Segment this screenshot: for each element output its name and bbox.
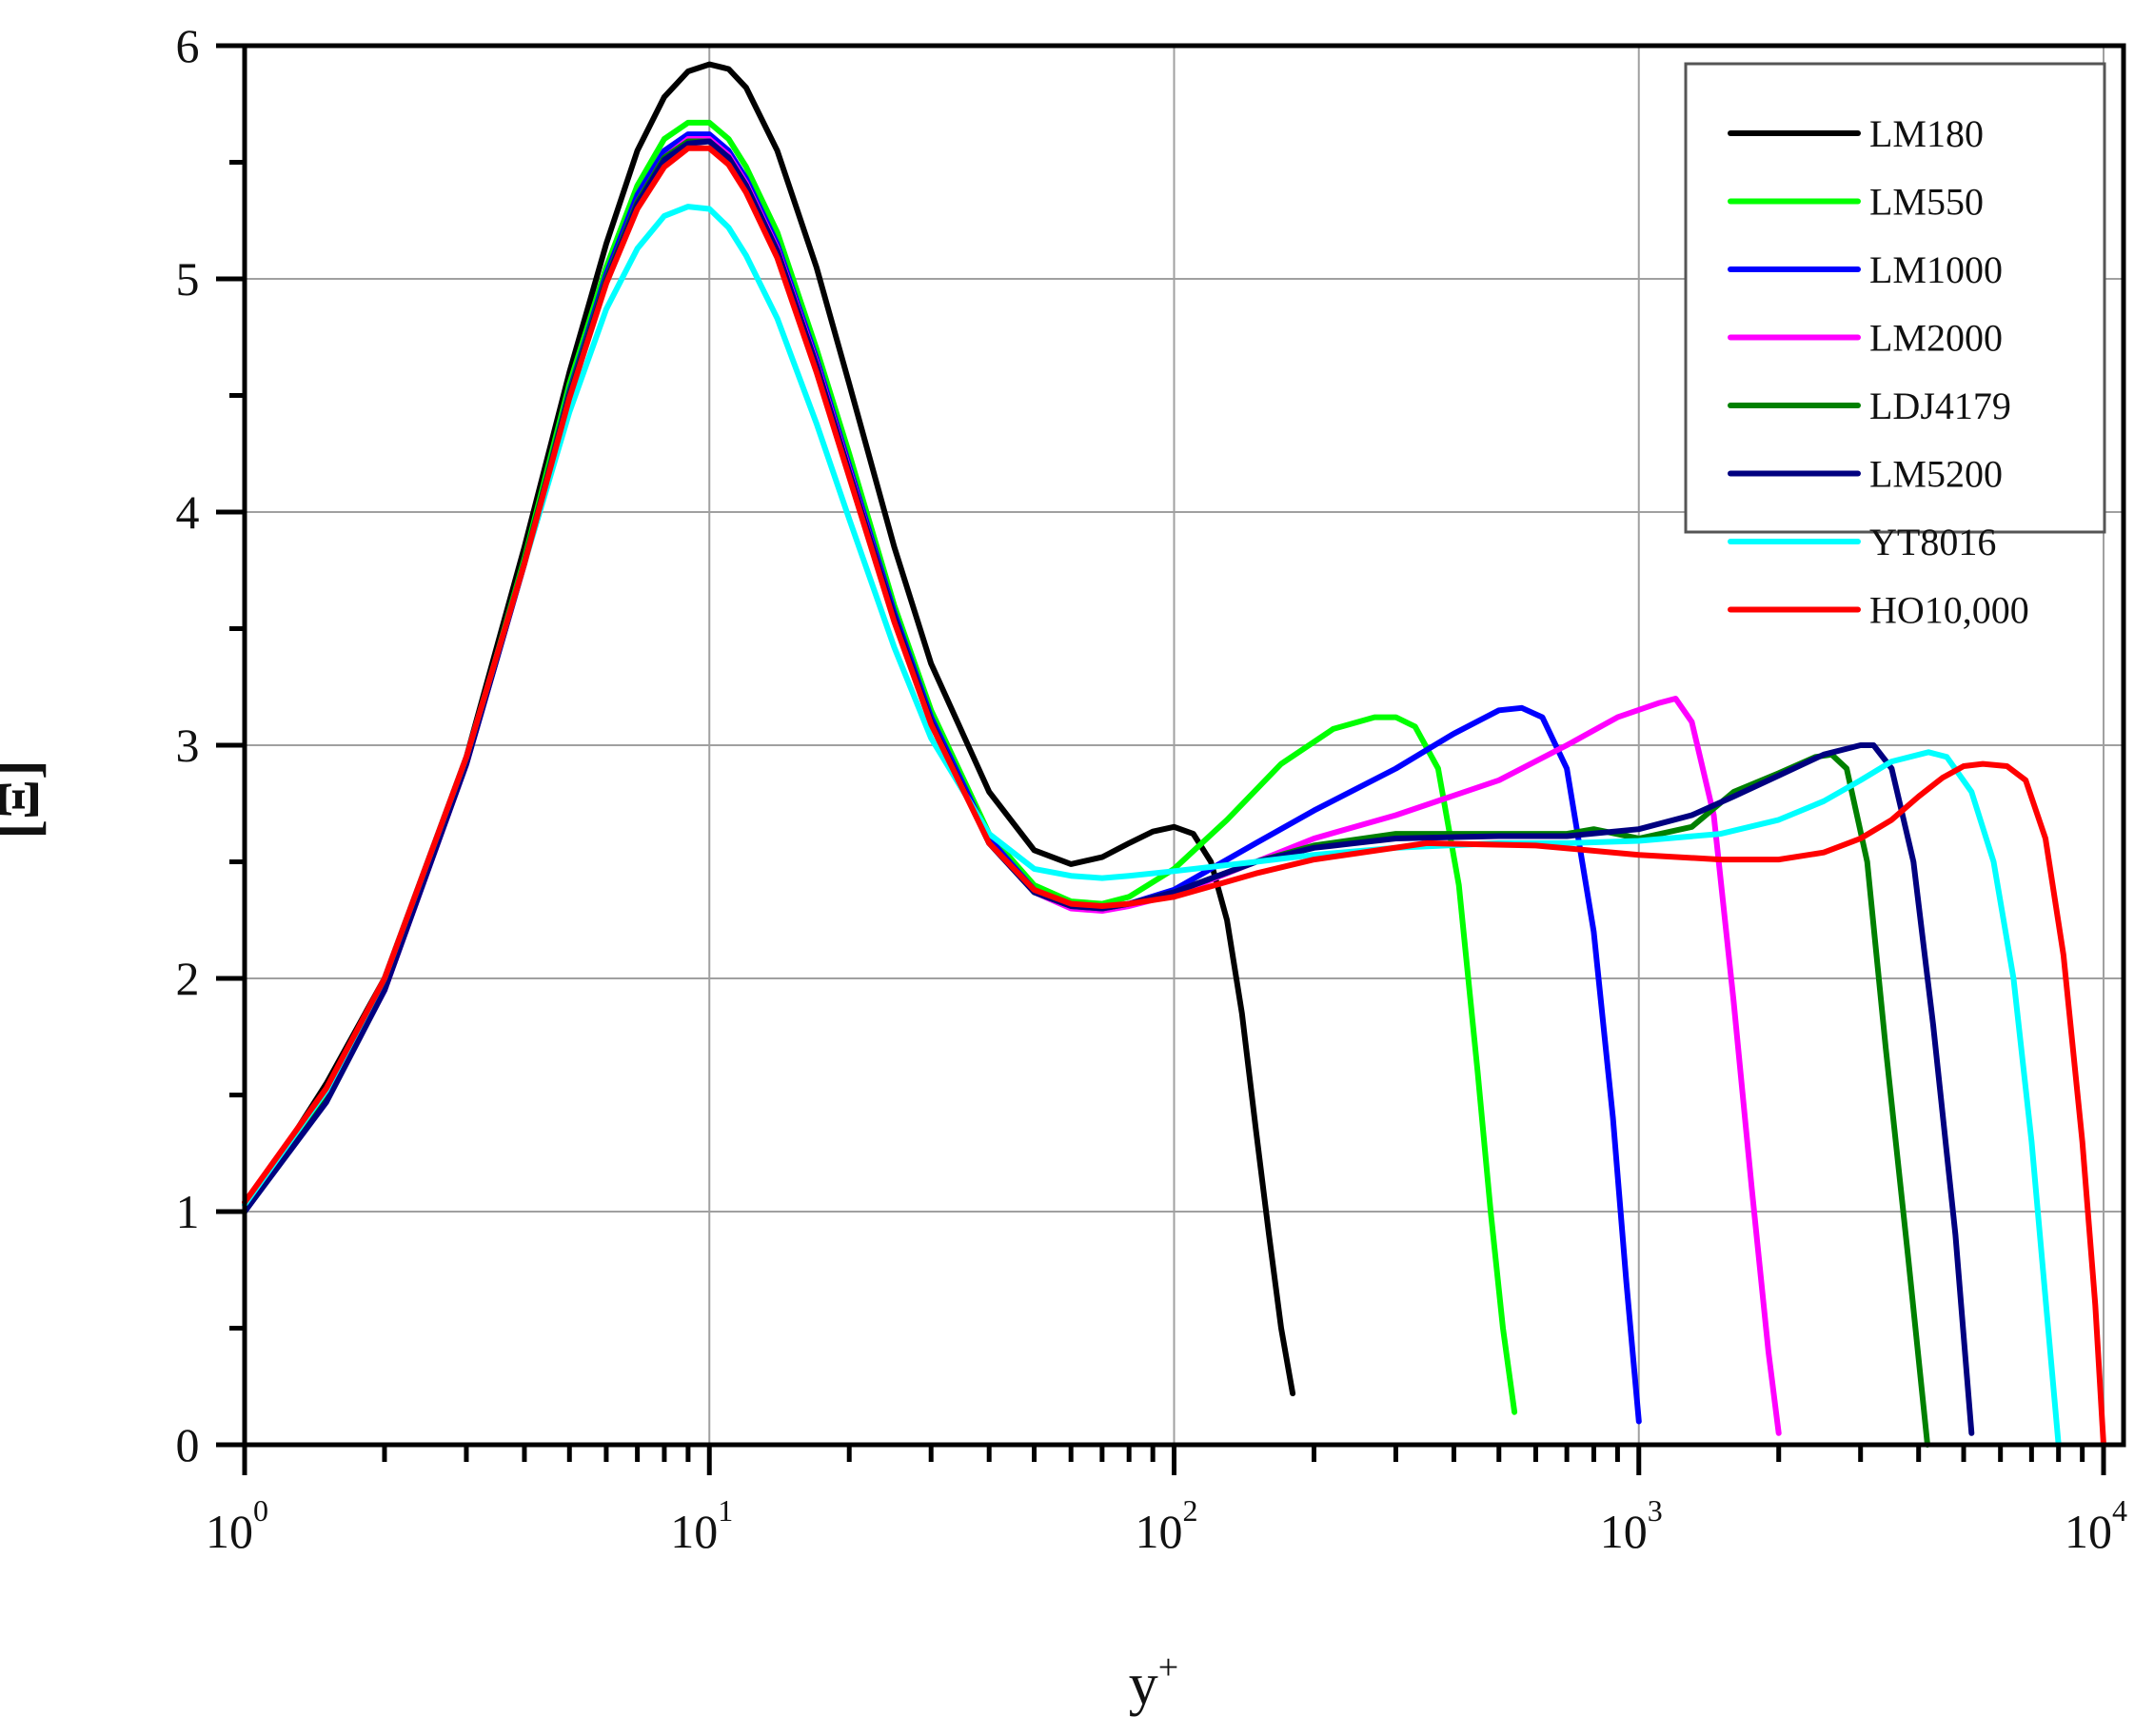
y-tick-label: 2 [176,952,200,1005]
series-line [242,61,1296,1397]
y-tick-label: 3 [176,719,200,772]
series-line [242,131,1642,1425]
x-axis-ticks: 100 101 102 103 104 [206,1445,2127,1558]
plot-series [242,61,2106,1448]
legend-label: LM550 [1869,181,1984,224]
series-line [242,138,1930,1448]
legend-label: YT8016 [1869,521,1996,563]
series-line [242,145,2106,1448]
x-tick-label: 104 [2065,1493,2127,1558]
legend-label: LDJ4179 [1869,385,2011,427]
x-tick-label: 102 [1136,1493,1198,1558]
legend-label: LM180 [1869,112,1984,155]
y-tick-label: 4 [176,485,200,539]
x-tick-label: 100 [206,1493,268,1558]
x-tick-label: 101 [670,1493,733,1558]
y-axis-label: [Ξ] [0,760,51,838]
series-line [242,119,1518,1415]
x-tick-label: 103 [1600,1493,1663,1558]
x-axis-label: y+ [1129,1647,1178,1717]
legend-label: LM5200 [1869,453,2003,496]
y-tick-label: 5 [176,252,200,306]
series-line [242,136,1782,1436]
y-tick-label: 0 [176,1418,200,1471]
legend-label: LM1000 [1869,248,2003,291]
legend: LM180 LM550 LM1000 LM2000 LDJ4179 LM5200 YT801… [1684,62,2106,632]
legend-label: LM2000 [1869,317,2003,360]
legend-box [1684,62,2106,534]
series-line [242,204,2062,1448]
y-tick-label: 6 [176,19,200,72]
y-tick-label: 1 [176,1185,200,1238]
legend-label: HO10,000 [1869,589,2029,632]
y-axis-ticks: 0 1 2 3 4 5 6 [176,19,245,1471]
